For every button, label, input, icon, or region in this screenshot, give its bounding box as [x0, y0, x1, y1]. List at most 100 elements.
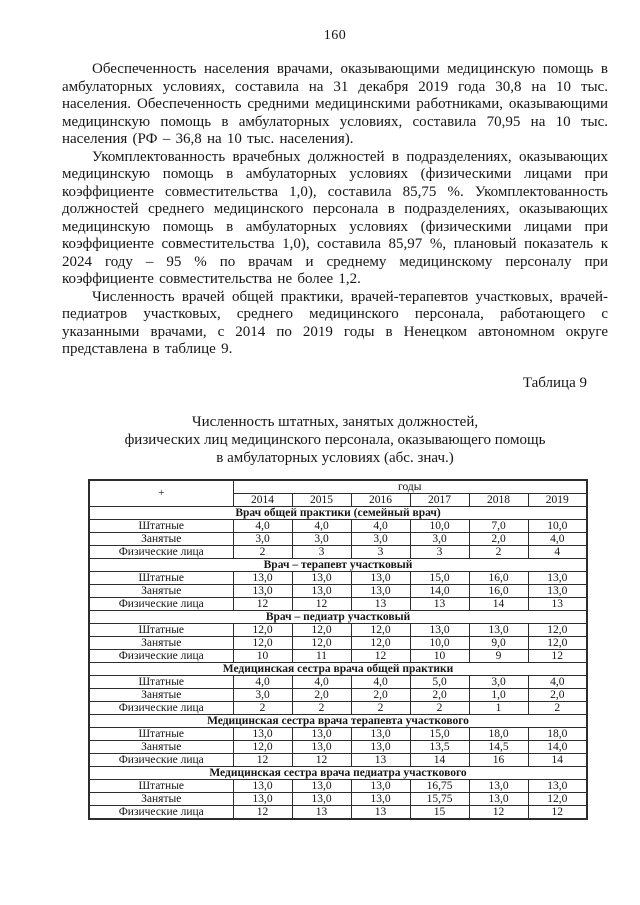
table-value: 13,0	[291, 583, 352, 598]
table-value: 12,0	[291, 635, 352, 650]
table-value: 3,0	[232, 531, 293, 546]
table-value: 12	[232, 596, 293, 611]
year-header: 2017	[409, 492, 470, 507]
table-value: 12	[291, 752, 352, 767]
table-value: 12,0	[527, 622, 588, 637]
table-value: 3	[350, 544, 411, 559]
table-value: 13,0	[350, 726, 411, 741]
table-section-row: Врач общей практики (семейный врач)	[88, 505, 588, 520]
table-title-line-1: Численность штатных, занятых должностей,	[191, 413, 479, 430]
row-label: Штатные	[88, 570, 234, 585]
table-row: Физические лица 12 13 13 15 12 12	[88, 804, 588, 819]
table-value: 10,0	[409, 635, 470, 650]
table-value: 14	[409, 752, 470, 767]
table-row: Штатные 12,0 12,0 12,0 13,0 13,0 12,0	[88, 622, 588, 637]
table-value: 13,0	[468, 778, 529, 793]
table-row: Штатные 13,0 13,0 13,0 15,0 18,0 18,0	[88, 726, 588, 741]
table-value: 3,0	[468, 674, 529, 689]
table-value: 16	[468, 752, 529, 767]
table-row: Штатные 4,0 4,0 4,0 10,0 7,0 10,0	[88, 518, 588, 533]
table-value: 7,0	[468, 518, 529, 533]
table-value: 15,75	[409, 791, 470, 806]
table-row: Физические лица 12 12 13 14 16 14	[88, 752, 588, 767]
table-row: Физические лица 12 12 13 13 14 13	[88, 596, 588, 611]
table-title: Численность штатных, занятых должностей,…	[62, 413, 608, 467]
table-row: Занятые 3,0 2,0 2,0 2,0 1,0 2,0	[88, 687, 588, 702]
table-value: 13,0	[291, 791, 352, 806]
table-row: Физические лица 10 11 12 10 9 12	[88, 648, 588, 663]
table-value: 13	[350, 804, 411, 819]
row-label: Занятые	[88, 583, 234, 598]
table-value: 4,0	[350, 674, 411, 689]
table-value: 2,0	[291, 687, 352, 702]
table-value: 13	[527, 596, 588, 611]
table-row: Занятые 13,0 13,0 13,0 14,0 16,0 13,0	[88, 583, 588, 598]
table-value: 15,0	[409, 570, 470, 585]
table-value: 13,0	[468, 622, 529, 637]
table-value: 2,0	[409, 687, 470, 702]
table-value: 2	[527, 700, 588, 715]
table-row: Занятые 12,0 12,0 12,0 10,0 9,0 12,0	[88, 635, 588, 650]
table-section-row: Медицинская сестра врача общей практики	[88, 661, 588, 676]
table-section-row: Врач – педиатр участковый	[88, 609, 588, 624]
table-section-title: Медицинская сестра врача общей практики	[88, 661, 588, 676]
personnel-table: + годы 2014 2015 2016 2017 2018 2019 Врач общ…	[88, 478, 589, 820]
table-value: 12	[232, 752, 293, 767]
row-label: Занятые	[88, 531, 234, 546]
year-header: 2016	[350, 492, 411, 507]
table-value: 15,0	[409, 726, 470, 741]
table-value: 13,0	[291, 778, 352, 793]
year-header: 2014	[232, 492, 293, 507]
table-value: 4	[527, 544, 588, 559]
table-value: 13,0	[350, 739, 411, 754]
table-value: 12,0	[232, 622, 293, 637]
table-value: 13	[291, 804, 352, 819]
table-value: 3	[409, 544, 470, 559]
table-value: 12	[232, 804, 293, 819]
table-value: 5,0	[409, 674, 470, 689]
table-value: 12,0	[291, 622, 352, 637]
table-value: 13,0	[291, 570, 352, 585]
row-label: Физические лица	[88, 804, 234, 819]
table-value: 4,0	[527, 531, 588, 546]
table-value: 4,0	[527, 674, 588, 689]
table-value: 10,0	[409, 518, 470, 533]
table-value: 2	[232, 544, 293, 559]
row-label: Штатные	[88, 778, 234, 793]
table-value: 13,0	[527, 583, 588, 598]
row-label: Штатные	[88, 726, 234, 741]
table-value: 4,0	[232, 518, 293, 533]
table-value: 13	[350, 596, 411, 611]
table-value: 16,0	[468, 583, 529, 598]
table-value: 13,0	[232, 570, 293, 585]
table-value: 4,0	[291, 674, 352, 689]
table-value: 2	[468, 544, 529, 559]
table-value: 10	[409, 648, 470, 663]
table-value: 18,0	[468, 726, 529, 741]
row-label: Штатные	[88, 518, 234, 533]
table-value: 4,0	[232, 674, 293, 689]
table-value: 3	[291, 544, 352, 559]
table-value: 16,75	[409, 778, 470, 793]
table-value: 3,0	[409, 531, 470, 546]
row-label: Занятые	[88, 687, 234, 702]
paragraph-table-intro: Численность врачей общей практики, враче…	[62, 288, 608, 358]
table-value: 13,0	[232, 791, 293, 806]
table-value: 13,0	[527, 778, 588, 793]
page-number: 160	[323, 28, 347, 43]
table-value: 12	[527, 648, 588, 663]
table-value: 2,0	[468, 531, 529, 546]
year-header: 2019	[527, 492, 588, 507]
table-value: 1	[468, 700, 529, 715]
row-label: Штатные	[88, 674, 234, 689]
table-corner-cell: +	[88, 479, 234, 507]
table-section-title: Врач – педиатр участковый	[88, 609, 588, 624]
table-header-row-1: + годы	[88, 479, 588, 507]
table-value: 13,0	[350, 583, 411, 598]
paragraph-staffing-levels: Укомплектованность врачебных должностей …	[62, 148, 608, 288]
table-row: Штатные 13,0 13,0 13,0 15,0 16,0 13,0	[88, 570, 588, 585]
table-value: 2	[232, 700, 293, 715]
table-value: 12,0	[350, 635, 411, 650]
table-value: 12	[291, 596, 352, 611]
